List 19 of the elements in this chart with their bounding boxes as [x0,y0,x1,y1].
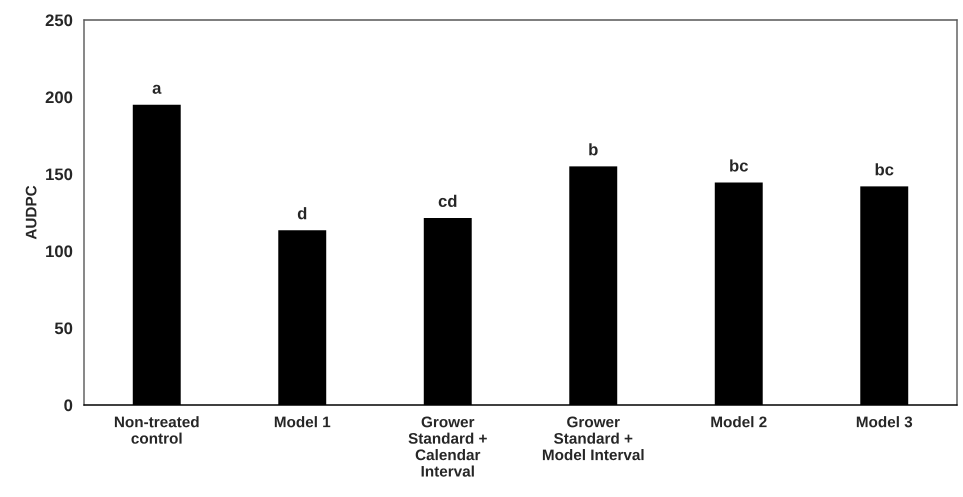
x-tick-label: Grower Standard + Model Interval [542,416,644,460]
annotation: a [152,84,162,94]
x-tick-label: Model 2 [711,416,767,428]
annotation: b [589,143,598,156]
y-tick-label: 200 [46,91,72,104]
y-axis-title: AUDPC [26,186,37,240]
annotation: bc [876,163,894,176]
y-tick-label: 0 [64,399,72,412]
y-tick-label: 50 [54,322,72,334]
x-tick-label: Model 3 [856,416,912,428]
annotation: d [298,207,306,220]
x-tick-label: Model 1 [274,416,330,428]
x-tick-label: Grower Standard + Calendar Interval [408,416,487,477]
y-tick-label: 150 [46,168,72,180]
annotation: bc [730,159,748,172]
y-tick-label: 250 [46,14,72,26]
annotation: cd [438,194,456,208]
y-tick-label: 100 [46,245,72,258]
x-tick-label: Non-treated control [114,416,199,444]
